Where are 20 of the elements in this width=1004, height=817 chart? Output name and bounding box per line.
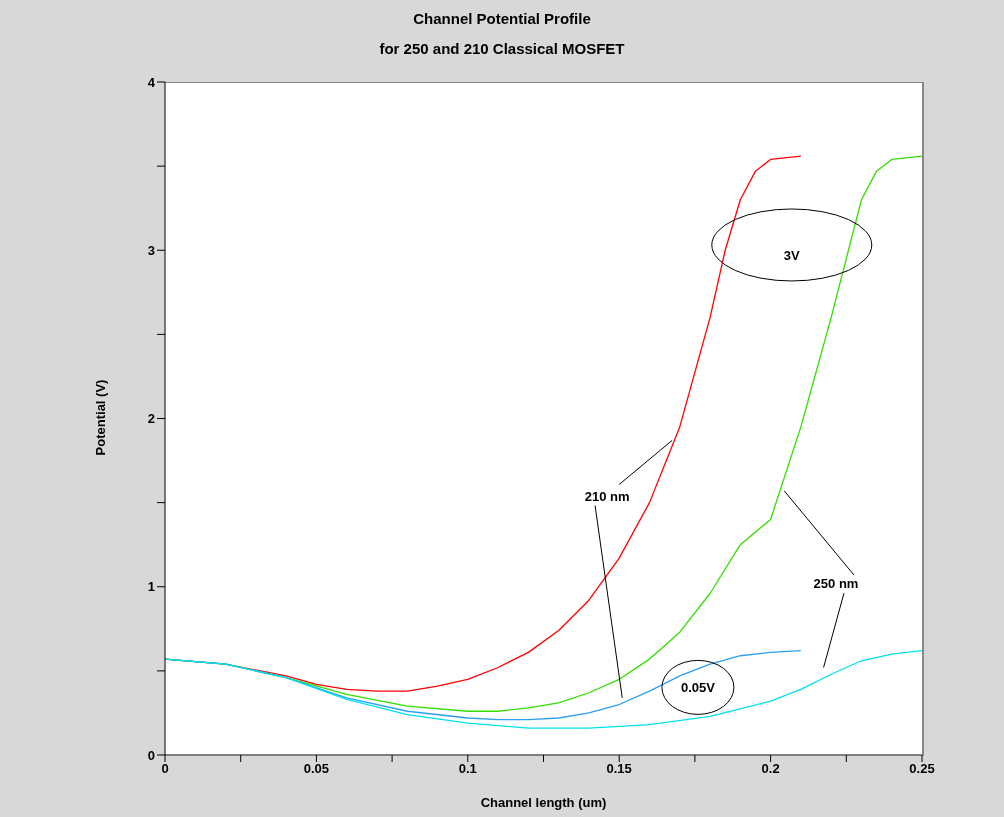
x-tick-label: 0.05 bbox=[303, 761, 330, 777]
annotation: 250 nm bbox=[812, 576, 860, 592]
x-tick-label: 0.2 bbox=[761, 761, 780, 777]
annotation: 0.05V bbox=[679, 680, 716, 696]
line-series bbox=[165, 650, 922, 729]
y-tick-label: 0 bbox=[147, 747, 155, 763]
x-tick-label: 0.1 bbox=[458, 761, 477, 777]
x-tick-label: 0 bbox=[161, 761, 169, 777]
annotation: 210 nm bbox=[583, 488, 631, 504]
x-tick-label: 0.15 bbox=[606, 761, 632, 777]
y-tick-label: 4 bbox=[147, 74, 156, 90]
y-tick-label: 2 bbox=[147, 411, 155, 427]
y-axis-title: Potential (V) bbox=[92, 378, 108, 457]
chart-title: Channel Potential Profile bbox=[412, 10, 592, 27]
annotation: 3V bbox=[782, 247, 801, 263]
chart-subtitle: for 250 and 210 Classical MOSFET bbox=[378, 40, 626, 57]
x-tick-label: 0.25 bbox=[909, 761, 935, 777]
x-axis-title: Channel length (um) bbox=[479, 795, 608, 810]
y-tick-label: 3 bbox=[147, 242, 155, 258]
y-tick-label: 1 bbox=[147, 579, 155, 595]
